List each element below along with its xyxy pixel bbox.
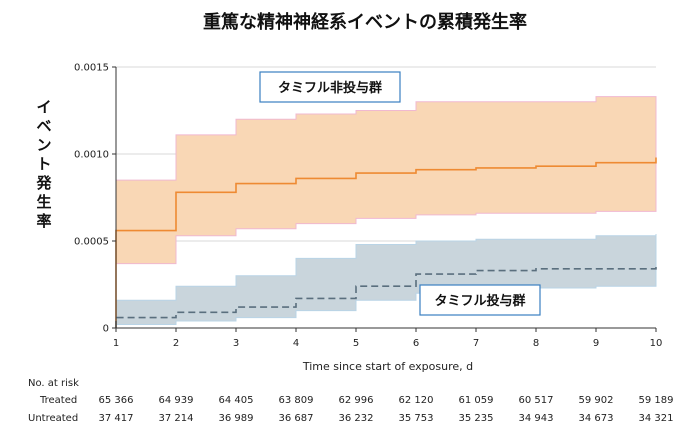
risk-cell: 34 673 bbox=[578, 413, 614, 424]
risk-row-label: Treated bbox=[40, 395, 78, 406]
risk-cell: 62 120 bbox=[398, 395, 434, 406]
risk-table-row: Treated 65 366 64 939 64 405 63 809 62 996 62 … bbox=[0, 395, 700, 409]
y-tick-label: 0 bbox=[103, 324, 109, 335]
x-tick-label: 2 bbox=[173, 338, 179, 349]
risk-cell: 35 753 bbox=[398, 413, 434, 424]
risk-cell: 35 235 bbox=[458, 413, 494, 424]
risk-cell: 59 189 bbox=[638, 395, 674, 406]
risk-cell: 34 321 bbox=[638, 413, 674, 424]
confidence-band bbox=[115, 234, 657, 325]
x-tick-label: 8 bbox=[533, 338, 539, 349]
risk-cell: 65 366 bbox=[98, 395, 134, 406]
x-tick-label: 9 bbox=[593, 338, 599, 349]
series-lines bbox=[115, 157, 657, 328]
risk-cell: 59 902 bbox=[578, 395, 614, 406]
x-tick-label: 10 bbox=[650, 338, 663, 349]
risk-cell: 64 405 bbox=[218, 395, 254, 406]
risk-cell: 64 939 bbox=[158, 395, 194, 406]
axes bbox=[112, 66, 657, 332]
risk-cell: 36 989 bbox=[218, 413, 254, 424]
annotation-label: タミフル投与群 bbox=[434, 293, 525, 309]
x-tick-label: 7 bbox=[473, 338, 479, 349]
y-axis-label-char: 発 bbox=[35, 174, 52, 192]
y-axis-label-char: ト bbox=[36, 155, 51, 173]
risk-cell: 61 059 bbox=[458, 395, 494, 406]
risk-cell: 37 417 bbox=[98, 413, 134, 424]
x-tick-label: 5 bbox=[353, 338, 359, 349]
series-line bbox=[115, 265, 657, 328]
y-axis-label-char: ン bbox=[36, 136, 51, 154]
y-axis-label-char: 率 bbox=[36, 212, 51, 230]
y-tick-label: 0.0010 bbox=[74, 150, 109, 161]
y-axis-label-char: ベ bbox=[36, 117, 51, 135]
x-tick-label: 6 bbox=[413, 338, 419, 349]
risk-table-row: Untreated 37 417 37 214 36 989 36 687 36 232 3… bbox=[0, 413, 700, 427]
annotation-box bbox=[259, 71, 401, 103]
chart-title: 重篤な精神神経系イベントの累積発生率 bbox=[203, 11, 527, 33]
risk-cell: 36 232 bbox=[338, 413, 374, 424]
risk-cell: 60 517 bbox=[518, 395, 554, 406]
x-tick-label: 3 bbox=[233, 338, 239, 349]
risk-cell: 37 214 bbox=[158, 413, 194, 424]
x-tick-label: 1 bbox=[113, 338, 119, 349]
confidence-bands bbox=[115, 96, 657, 325]
y-tick-label: 0.0005 bbox=[74, 237, 109, 248]
risk-row-label: Untreated bbox=[28, 413, 79, 424]
risk-cell: 36 687 bbox=[278, 413, 314, 424]
x-axis-label: Time since start of exposure, d bbox=[302, 360, 473, 373]
y-axis-label-char: イ bbox=[36, 98, 51, 116]
y-axis-label-char: 生 bbox=[36, 193, 51, 211]
annotation-box bbox=[419, 284, 541, 316]
risk-table-title: No. at risk bbox=[28, 378, 79, 389]
confidence-band bbox=[115, 96, 657, 265]
risk-cell: 62 996 bbox=[338, 395, 374, 406]
y-tick-label: 0.0015 bbox=[74, 63, 109, 74]
risk-cell: 34 943 bbox=[518, 413, 554, 424]
x-tick-label: 4 bbox=[293, 338, 299, 349]
risk-cell: 63 809 bbox=[278, 395, 314, 406]
tick-labels: 0 0.0005 0.0010 0.0015 1 2 3 4 5 6 7 8 9 10 bbox=[74, 63, 662, 350]
series-line bbox=[115, 157, 657, 328]
annotation-label: タミフル非投与群 bbox=[278, 80, 382, 96]
